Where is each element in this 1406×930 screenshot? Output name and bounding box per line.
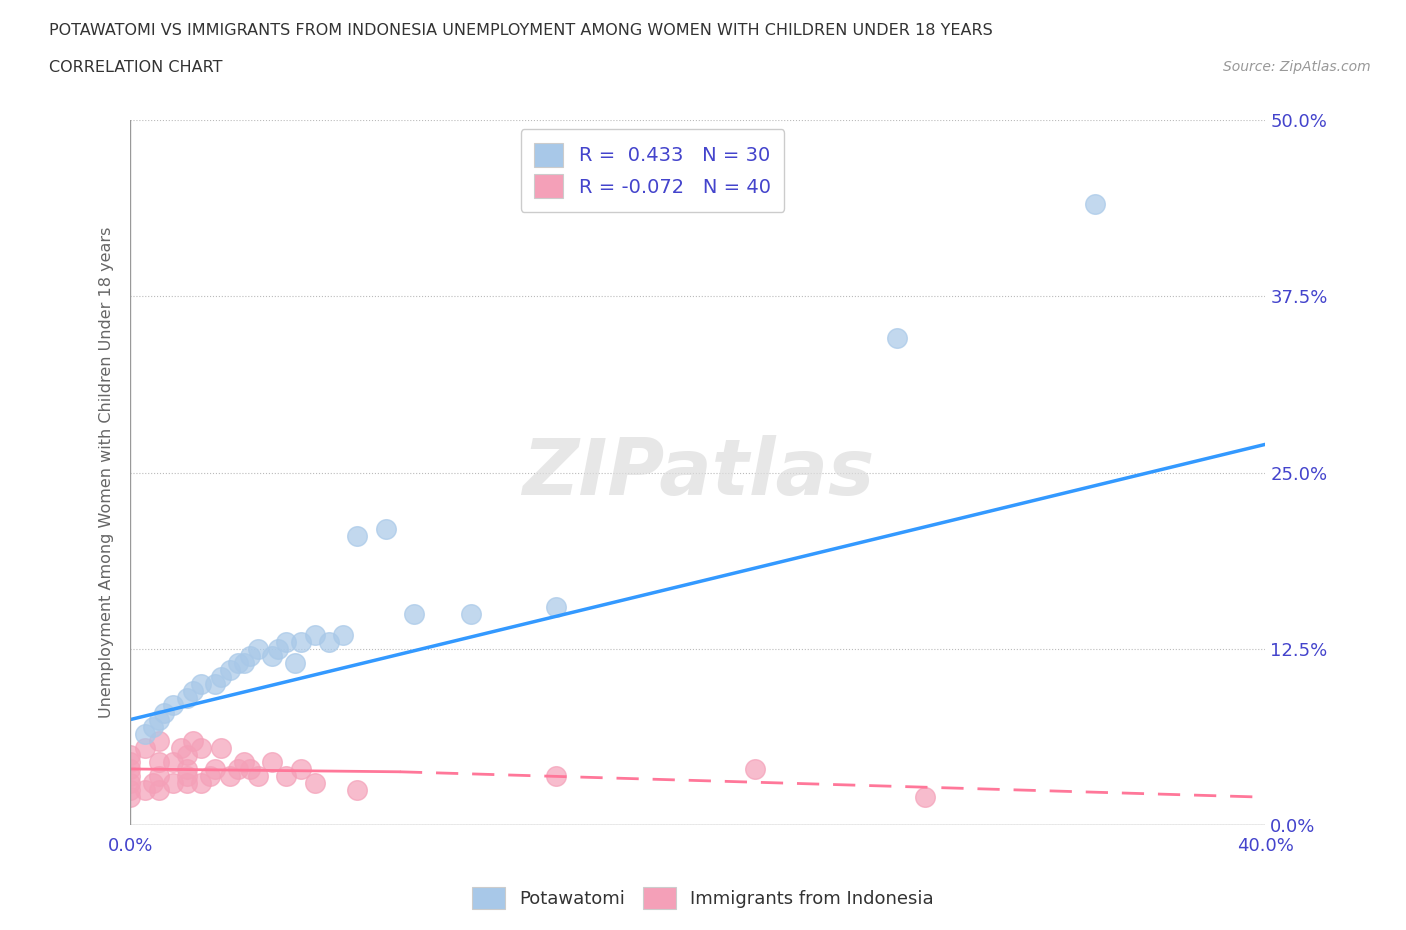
Point: [120, 790, 142, 804]
Point: [290, 634, 312, 649]
Point: [226, 762, 249, 777]
Point: [232, 656, 254, 671]
Point: [148, 768, 170, 783]
Point: [162, 698, 184, 713]
Point: [209, 670, 232, 684]
Point: [744, 762, 766, 777]
Point: [142, 776, 165, 790]
Point: [284, 656, 307, 671]
Point: [176, 748, 198, 763]
Point: [134, 726, 156, 741]
Point: [120, 754, 142, 769]
Point: [176, 691, 198, 706]
Point: [204, 677, 226, 692]
Point: [198, 768, 221, 783]
Point: [162, 776, 184, 790]
Point: [247, 768, 270, 783]
Point: [120, 768, 142, 783]
Point: [460, 606, 482, 621]
Point: [162, 754, 184, 769]
Point: [304, 776, 326, 790]
Point: [218, 663, 240, 678]
Point: [190, 740, 212, 755]
Point: [276, 768, 298, 783]
Point: [176, 762, 198, 777]
Point: [176, 776, 198, 790]
Text: POTAWATOMI VS IMMIGRANTS FROM INDONESIA UNEMPLOYMENT AMONG WOMEN WITH CHILDREN U: POTAWATOMI VS IMMIGRANTS FROM INDONESIA …: [49, 23, 993, 38]
Point: [262, 648, 284, 663]
Point: [374, 522, 396, 537]
Point: [142, 719, 165, 734]
Point: [1084, 197, 1107, 212]
Point: [346, 783, 368, 798]
Point: [247, 642, 270, 657]
Point: [204, 762, 226, 777]
Point: [544, 768, 567, 783]
Text: CORRELATION CHART: CORRELATION CHART: [49, 60, 222, 75]
Point: [276, 634, 298, 649]
Point: [120, 783, 142, 798]
Point: [181, 733, 204, 748]
Point: [176, 768, 198, 783]
Point: [290, 762, 312, 777]
Point: [914, 790, 936, 804]
Point: [304, 628, 326, 643]
Point: [346, 528, 368, 543]
Legend: Potawatomi, Immigrants from Indonesia: Potawatomi, Immigrants from Indonesia: [465, 880, 941, 916]
Point: [120, 762, 142, 777]
Point: [238, 648, 260, 663]
Point: [238, 762, 260, 777]
Point: [120, 748, 142, 763]
Point: [190, 776, 212, 790]
Point: [153, 705, 176, 720]
Point: [181, 684, 204, 698]
Point: [134, 783, 156, 798]
Point: [170, 740, 193, 755]
Point: [148, 754, 170, 769]
Text: Source: ZipAtlas.com: Source: ZipAtlas.com: [1223, 60, 1371, 74]
Point: [267, 642, 290, 657]
Point: [886, 331, 908, 346]
Point: [232, 754, 254, 769]
Point: [544, 599, 567, 614]
Point: [218, 768, 240, 783]
Point: [332, 628, 354, 643]
Point: [148, 733, 170, 748]
Point: [190, 677, 212, 692]
Point: [209, 740, 232, 755]
Legend: R =  0.433   N = 30, R = -0.072   N = 40: R = 0.433 N = 30, R = -0.072 N = 40: [520, 129, 785, 212]
Point: [120, 776, 142, 790]
Point: [226, 656, 249, 671]
Point: [134, 740, 156, 755]
Text: ZIPatlas: ZIPatlas: [522, 434, 875, 511]
Point: [262, 754, 284, 769]
Y-axis label: Unemployment Among Women with Children Under 18 years: Unemployment Among Women with Children U…: [100, 227, 114, 718]
Point: [318, 634, 340, 649]
Point: [148, 783, 170, 798]
Point: [148, 712, 170, 727]
Point: [404, 606, 426, 621]
